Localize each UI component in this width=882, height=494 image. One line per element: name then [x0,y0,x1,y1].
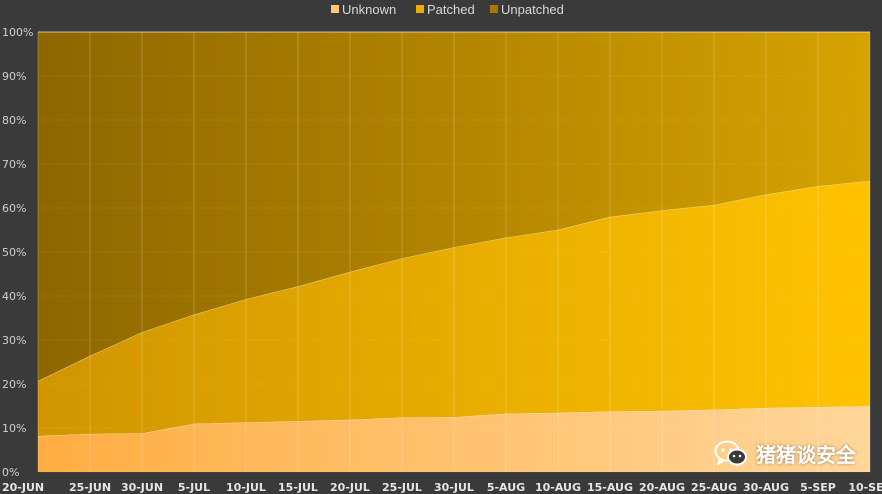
x-tick-label: 10-SEP [848,481,882,494]
legend-item-patched[interactable]: Patched [416,2,475,17]
legend-item-unpatched[interactable]: Unpatched [490,2,564,17]
y-tick-label: 80% [2,114,26,127]
legend: Unknown Patched Unpatched [331,2,564,17]
legend-label: Patched [427,2,475,17]
y-tick-label: 40% [2,290,26,303]
x-tick-label: 30-AUG [743,481,789,494]
x-tick-label: 30-JUL [434,481,474,494]
x-tick-label: 15-AUG [587,481,633,494]
series-area-patched [38,180,870,436]
plot-area [37,31,871,472]
grid [37,31,871,473]
x-tick-label: 20-AUG [639,481,685,494]
legend-swatch [331,5,339,13]
x-tick-label: 20-JUN [2,481,44,494]
x-tick-label: 20-JUL [330,481,370,494]
y-tick-label: 60% [2,202,26,215]
x-tick-label: 10-AUG [535,481,581,494]
x-tick-label: 10-JUL [226,481,266,494]
y-tick-label: 90% [2,70,26,83]
y-tick-label: 50% [2,246,26,259]
y-tick-label: 0% [2,466,19,479]
x-tick-label: 5-JUL [178,481,210,494]
y-axis: 0% 10% 20% 30% 40% 50% 60% 70% 80% 90% 100% [2,26,33,479]
series-area-unpatched [38,32,870,381]
x-tick-label: 30-JUN [121,481,163,494]
x-tick-label: 5-AUG [487,481,525,494]
legend-item-unknown[interactable]: Unknown [331,2,396,17]
watermark-text: 猪猪谈安全 [756,443,856,467]
x-tick-label: 5-SEP [800,481,836,494]
x-tick-label: 15-JUL [278,481,318,494]
wechat-icon [714,440,747,465]
legend-swatch [490,5,498,13]
y-tick-label: 70% [2,158,26,171]
x-tick-label: 25-AUG [691,481,737,494]
x-axis: 20-JUN 25-JUN 30-JUN 5-JUL 10-JUL 15-JUL 20-JU… [2,481,882,494]
y-tick-label: 10% [2,422,26,435]
y-tick-label: 30% [2,334,26,347]
x-tick-label: 25-JUL [382,481,422,494]
y-tick-label: 20% [2,378,26,391]
legend-label: Unpatched [501,2,564,17]
legend-label: Unknown [342,2,396,17]
legend-swatch [416,5,424,13]
x-tick-label: 25-JUN [69,481,111,494]
watermark: 猪猪谈安全 [714,439,856,468]
y-tick-label: 100% [2,26,33,39]
